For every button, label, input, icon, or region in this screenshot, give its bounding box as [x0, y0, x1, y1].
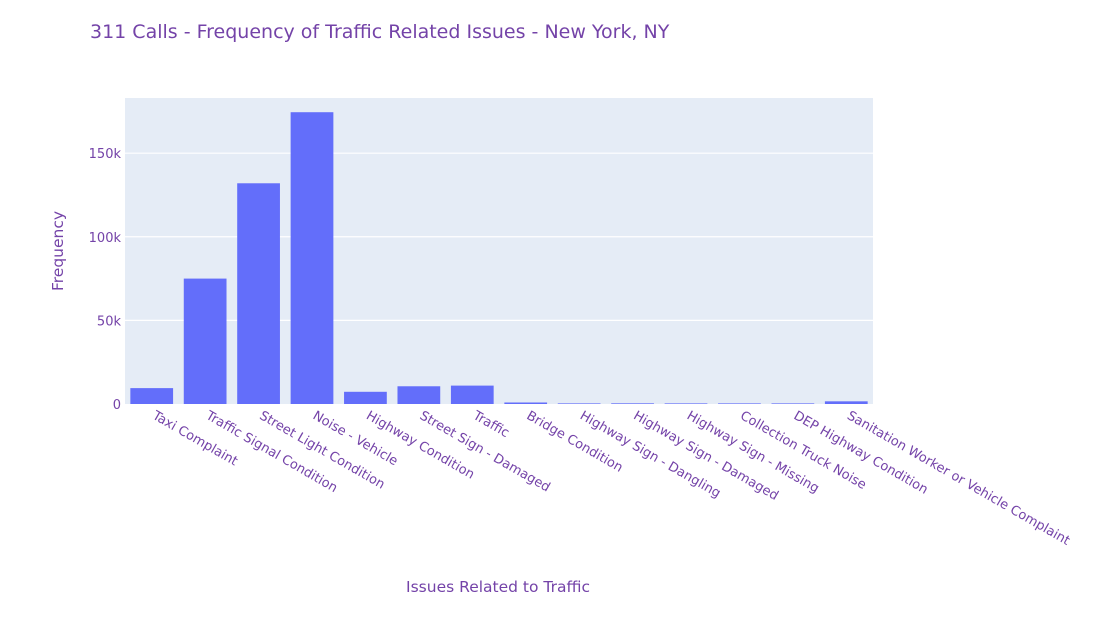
y-tick-label: 0 — [113, 398, 121, 413]
bar[interactable] — [397, 386, 441, 404]
bar[interactable] — [290, 112, 334, 405]
bar[interactable] — [611, 403, 654, 404]
bar[interactable] — [771, 403, 815, 404]
bar[interactable] — [557, 403, 601, 404]
bar[interactable] — [237, 183, 280, 404]
bar[interactable] — [664, 403, 708, 404]
y-axis-title: Frequency — [49, 211, 67, 291]
bar[interactable] — [130, 388, 174, 404]
bars — [130, 112, 868, 405]
bar[interactable] — [344, 391, 387, 404]
y-tick-label: 150k — [89, 147, 122, 162]
y-tick-label: 100k — [89, 231, 122, 246]
bar[interactable] — [824, 401, 868, 404]
bar[interactable] — [183, 278, 227, 404]
y-tick-labels: 0 50k 100k 150k — [89, 147, 122, 413]
bar[interactable] — [504, 402, 548, 404]
y-tick-label: 50k — [97, 314, 122, 329]
bar[interactable] — [718, 403, 761, 404]
bar[interactable] — [450, 385, 494, 404]
x-axis-title: Issues Related to Traffic — [406, 578, 590, 596]
chart-title: 311 Calls - Frequency of Traffic Related… — [90, 21, 670, 43]
